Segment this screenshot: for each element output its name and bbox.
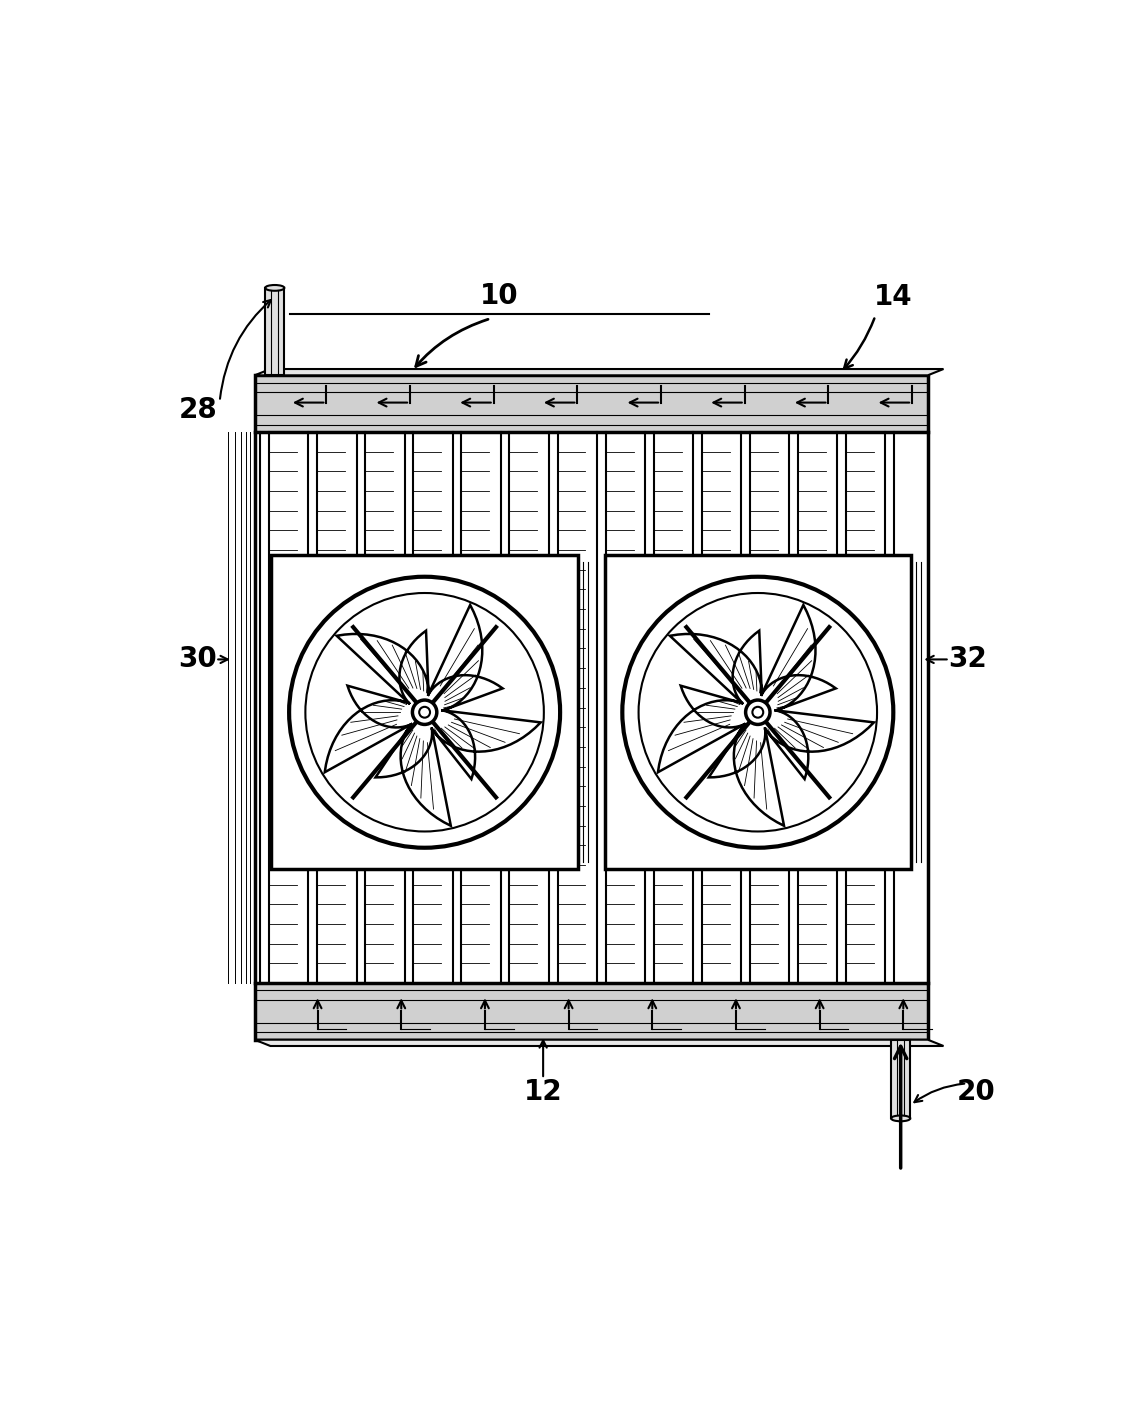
Polygon shape: [761, 605, 836, 710]
Circle shape: [413, 700, 437, 724]
Text: 14: 14: [873, 283, 913, 311]
Text: 20: 20: [957, 1079, 995, 1107]
Bar: [272, 555, 578, 869]
Circle shape: [752, 708, 764, 717]
Bar: [255, 984, 927, 1040]
Polygon shape: [765, 710, 874, 779]
Text: 10: 10: [481, 282, 519, 310]
Text: 30: 30: [178, 646, 218, 674]
Polygon shape: [708, 724, 784, 825]
Polygon shape: [325, 685, 413, 772]
Circle shape: [626, 581, 889, 843]
Bar: [891, 1040, 910, 1118]
Polygon shape: [432, 710, 540, 779]
Circle shape: [293, 581, 556, 843]
Polygon shape: [670, 630, 761, 705]
Bar: [255, 375, 927, 432]
Text: 28: 28: [178, 396, 218, 425]
Polygon shape: [255, 1040, 943, 1047]
Circle shape: [420, 708, 430, 717]
Polygon shape: [255, 368, 943, 375]
Bar: [265, 287, 284, 375]
Bar: [605, 555, 911, 869]
Text: 32: 32: [948, 646, 987, 674]
Text: 12: 12: [523, 1079, 563, 1107]
Ellipse shape: [891, 1115, 910, 1121]
Polygon shape: [658, 685, 746, 772]
Polygon shape: [376, 724, 451, 825]
Ellipse shape: [265, 284, 284, 291]
Polygon shape: [336, 630, 429, 705]
Polygon shape: [428, 605, 503, 710]
Circle shape: [746, 700, 770, 724]
